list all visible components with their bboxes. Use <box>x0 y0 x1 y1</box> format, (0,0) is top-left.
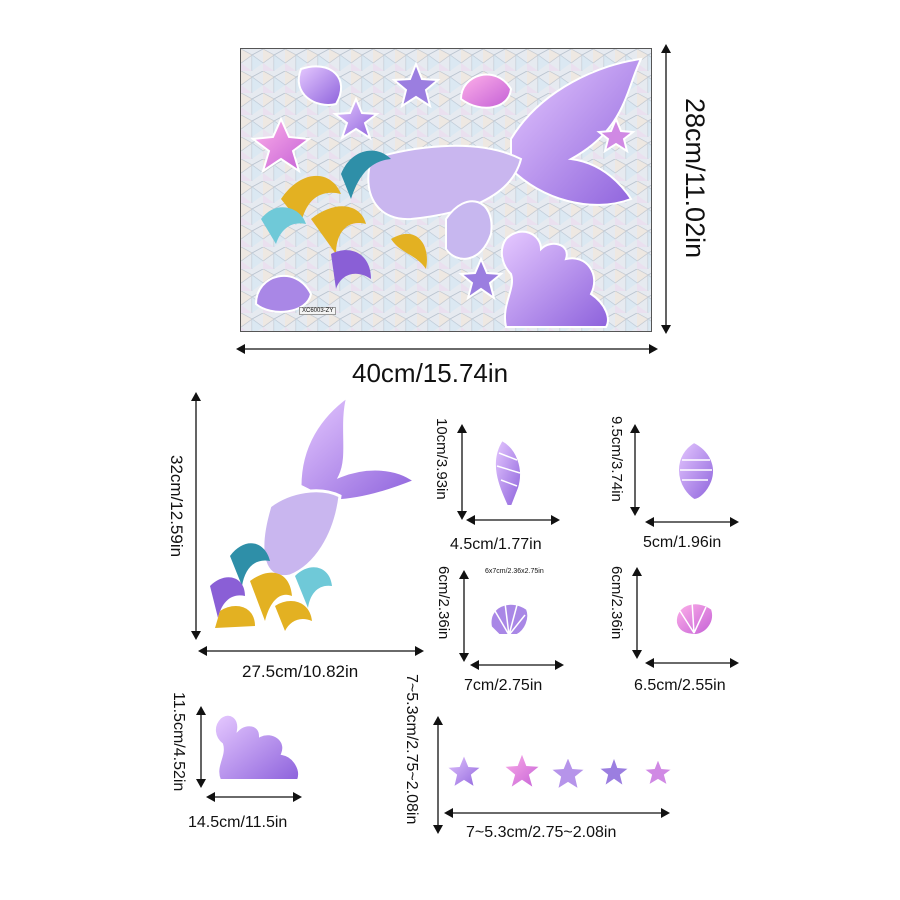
sheet-code: XC6003-ZY <box>299 307 337 315</box>
shell-pink-width-arrow <box>645 658 739 668</box>
mermaid-tail-sticker <box>210 392 419 631</box>
sheet-width-arrow <box>236 344 658 354</box>
shell-pink-sticker <box>674 600 714 637</box>
coral-height-arrow <box>196 706 206 788</box>
coral-width-label: 14.5cm/11.5in <box>188 814 288 831</box>
shell-blue-sticker <box>489 602 530 636</box>
coral-width-arrow <box>206 792 302 802</box>
sticker-sheet: XC6003-ZY <box>240 48 652 332</box>
conch-small-height-arrow <box>457 424 467 520</box>
shell-blue-note: 6x7cm/2.36x2.75in <box>485 568 544 575</box>
conch-small-width-arrow <box>466 515 560 525</box>
sheet-width-label: 40cm/15.74in <box>352 358 509 388</box>
conch-small-sticker <box>493 438 522 507</box>
sheet-height-label: 28cm/11.02in <box>680 98 710 259</box>
starfish-height-arrow <box>433 716 443 834</box>
starfish-1 <box>443 751 485 791</box>
sheet-height-arrow <box>661 44 671 334</box>
tail-height-arrow <box>191 392 201 640</box>
starfish-3 <box>547 753 589 793</box>
conch-small-width-label: 4.5cm/1.77in <box>450 536 542 553</box>
tail-width-arrow <box>198 646 424 656</box>
starfish-row <box>443 749 676 793</box>
conch-small-height-label: 10cm/3.93in <box>433 418 450 500</box>
shell-blue-width-label: 7cm/2.75in <box>464 677 543 694</box>
coral-height-label: 11.5cm/4.52in <box>170 692 187 792</box>
shell-pink-width-label: 6.5cm/2.55in <box>634 677 726 694</box>
conch-round-height-arrow <box>630 424 640 516</box>
starfish-5 <box>640 755 676 789</box>
starfish-width-label: 7~5.3cm/2.75~2.08in <box>466 824 617 841</box>
conch-round-width-label: 5cm/1.96in <box>643 534 722 551</box>
shell-blue-height-label: 6cm/2.36in <box>435 566 452 640</box>
starfish-4 <box>595 753 633 790</box>
shell-blue-height-arrow <box>459 570 469 662</box>
conch-round-width-arrow <box>645 517 739 527</box>
shell-blue-width-arrow <box>470 660 564 670</box>
starfish-height-label: 7~5.3cm/2.75~2.08in <box>403 674 420 825</box>
tail-height-label: 32cm/12.59in <box>167 455 186 558</box>
sheet-artwork <box>241 49 651 331</box>
starfish-2 <box>500 749 544 792</box>
tail-width-label: 27.5cm/10.82in <box>242 662 359 681</box>
starfish-width-arrow <box>444 808 670 818</box>
conch-round-sticker <box>676 440 715 502</box>
shell-pink-height-arrow <box>632 567 642 659</box>
conch-round-height-label: 9.5cm/3.74in <box>608 416 625 502</box>
coral-sticker <box>214 713 300 781</box>
shell-pink-height-label: 6cm/2.36in <box>608 566 625 640</box>
